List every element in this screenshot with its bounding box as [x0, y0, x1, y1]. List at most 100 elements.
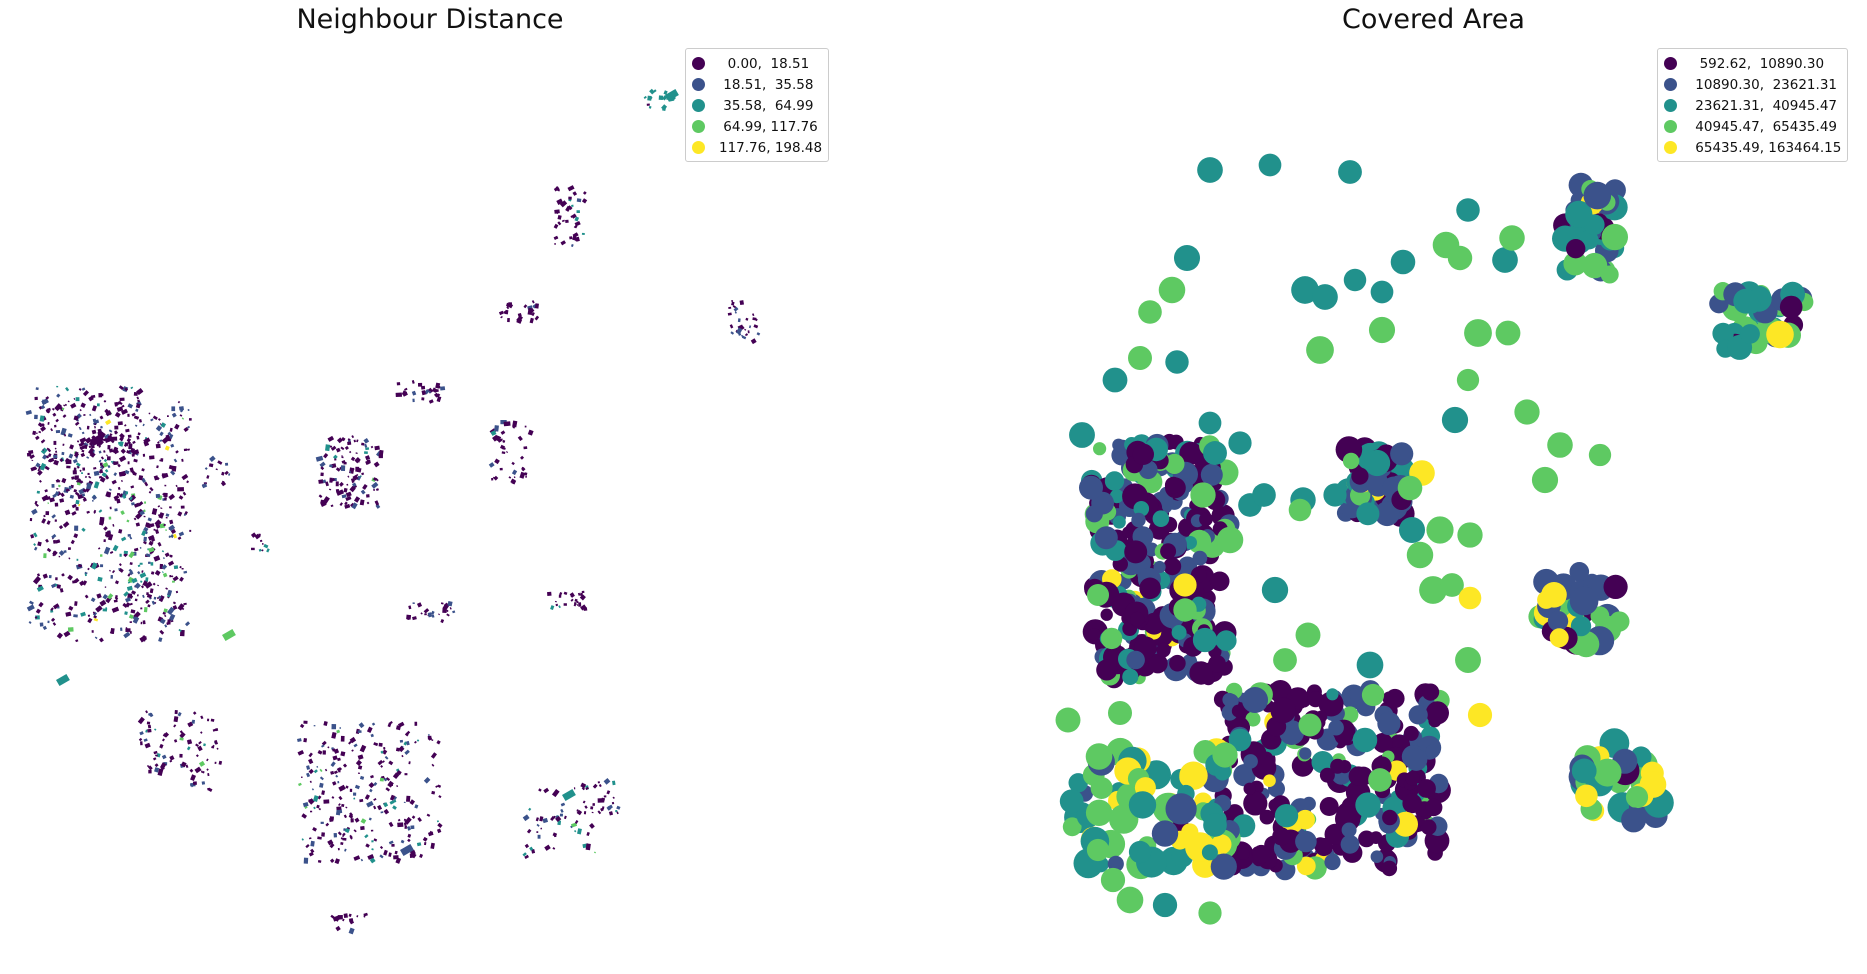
building-footprint [404, 387, 408, 391]
building-footprint [573, 603, 577, 607]
building-footprint [449, 607, 452, 610]
coverage-cell [1270, 697, 1296, 724]
building-footprint [438, 613, 440, 616]
building-footprint [158, 514, 161, 517]
coverage-cell [1122, 526, 1135, 539]
coverage-cell [1241, 686, 1269, 714]
building-footprint [150, 562, 154, 566]
building-footprint [308, 798, 315, 805]
building-footprint [338, 795, 343, 801]
coverage-cell [1420, 819, 1437, 835]
coverage-cell [1581, 252, 1608, 279]
building-footprint [120, 536, 127, 542]
building-footprint [653, 89, 657, 93]
building-footprint [57, 484, 61, 488]
building-footprint [32, 430, 37, 436]
building-footprint [389, 794, 396, 801]
building-footprint [431, 387, 438, 393]
building-footprint [341, 803, 345, 807]
building-footprint [112, 524, 115, 527]
coverage-cell [1447, 245, 1473, 271]
coverage-cell [1079, 475, 1103, 500]
building-footprint [57, 606, 60, 609]
building-footprint [133, 547, 139, 552]
building-footprint [110, 460, 114, 463]
coverage-cell [1085, 799, 1113, 826]
building-footprint [83, 444, 88, 450]
building-footprint [142, 620, 146, 625]
building-footprint [82, 467, 86, 471]
building-footprint [143, 440, 150, 447]
building-footprint [163, 497, 168, 501]
building-footprint [137, 432, 141, 436]
building-footprint [102, 594, 108, 600]
building-footprint [313, 806, 316, 810]
building-footprint [51, 407, 55, 411]
building-footprint [142, 453, 146, 457]
coverage-cell [1237, 847, 1250, 861]
building-footprint [107, 492, 111, 498]
building-footprint [364, 455, 371, 461]
building-footprint [321, 832, 325, 837]
building-footprint [152, 757, 157, 761]
building-footprint [537, 834, 541, 839]
coverage-cell [1390, 249, 1416, 275]
building-footprint [383, 849, 388, 856]
building-footprint [332, 755, 338, 761]
building-footprint [329, 445, 333, 448]
building-footprint [34, 414, 38, 420]
building-footprint [579, 594, 586, 601]
building-footprint [744, 328, 747, 331]
building-footprint [25, 410, 32, 416]
building-footprint [82, 390, 90, 397]
building-footprint [108, 448, 114, 453]
building-footprint [99, 637, 104, 643]
building-footprint [68, 547, 71, 550]
building-footprint [366, 494, 370, 498]
building-footprint [186, 746, 191, 751]
building-footprint [316, 765, 319, 768]
building-footprint [341, 834, 345, 838]
building-footprint [727, 312, 732, 316]
building-footprint [118, 529, 123, 534]
coverage-cell [1566, 239, 1586, 259]
building-footprint [109, 551, 114, 554]
building-footprint [349, 736, 357, 744]
legend-label: 592.62, 10890.30 [1691, 55, 1825, 72]
building-footprint [58, 555, 61, 558]
building-footprint [162, 733, 168, 738]
legend-marker [1664, 78, 1677, 91]
coverage-cell [1261, 576, 1289, 604]
building-footprint [339, 502, 343, 507]
building-footprint [48, 575, 52, 579]
coverage-cell [1158, 276, 1186, 304]
building-footprint [139, 562, 143, 565]
building-footprint [55, 418, 59, 423]
building-footprint [206, 758, 209, 762]
coverage-cell [1107, 700, 1133, 726]
coverage-cell [1231, 704, 1245, 718]
legend-entry: 23621.31, 40945.47 [1664, 95, 1841, 116]
building-footprint [99, 393, 104, 397]
coverage-cell [1189, 661, 1213, 685]
building-footprint [552, 847, 556, 850]
building-footprint [578, 602, 582, 607]
building-footprint [601, 797, 606, 802]
coverage-cell [1441, 406, 1469, 434]
building-footprint [423, 842, 427, 846]
building-footprint [66, 465, 71, 469]
building-footprint [356, 458, 361, 463]
building-footprint [536, 823, 540, 827]
building-footprint [114, 595, 118, 599]
coverage-cell [1138, 300, 1162, 324]
building-footprint [133, 415, 139, 420]
coverage-cell [1104, 471, 1125, 491]
building-footprint [100, 456, 105, 460]
building-footprint [120, 448, 126, 454]
building-footprint [181, 567, 184, 570]
building-footprint [93, 481, 100, 489]
building-footprint [54, 447, 57, 450]
building-footprint [394, 850, 398, 855]
building-footprint [144, 581, 153, 589]
building-footprint [197, 745, 203, 752]
